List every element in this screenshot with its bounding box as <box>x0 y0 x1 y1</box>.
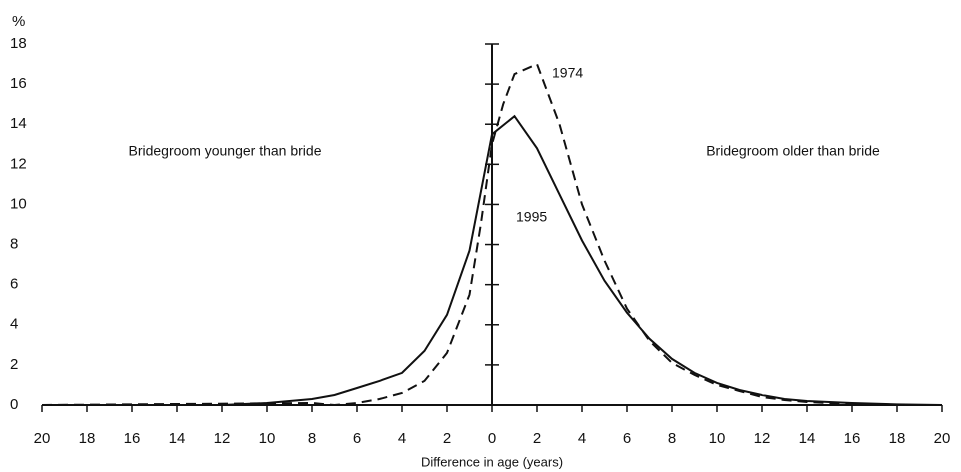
x-tick-label: 20 <box>34 430 51 447</box>
x-tick-label: 4 <box>398 430 406 447</box>
annotation: 1974 <box>552 65 583 81</box>
x-tick-label: 12 <box>754 430 771 447</box>
x-tick-label: 20 <box>934 430 951 447</box>
y-tick-label: 12 <box>10 155 27 172</box>
x-tick-label: 16 <box>124 430 141 447</box>
x-tick-label: 6 <box>623 430 631 447</box>
x-tick-label: 12 <box>214 430 231 447</box>
x-tick-label: 18 <box>889 430 906 447</box>
x-tick-label: 4 <box>578 430 586 447</box>
y-tick-label: 10 <box>10 195 27 212</box>
x-tick-label: 14 <box>799 430 816 447</box>
x-tick-label: 14 <box>169 430 186 447</box>
series-line <box>42 114 943 406</box>
x-tick-label: 6 <box>353 430 361 447</box>
x-axis-label: Difference in age (years) <box>421 454 563 469</box>
x-tick-label: 8 <box>668 430 676 447</box>
x-tick-label: 2 <box>443 430 451 447</box>
y-tick-label: 14 <box>10 115 27 132</box>
annotation: Bridegroom younger than bride <box>128 143 321 159</box>
y-tick-label: 4 <box>10 316 18 333</box>
y-tick-label: 0 <box>10 396 18 413</box>
y-tick-label: 6 <box>10 276 18 293</box>
series-line <box>41 62 942 407</box>
x-tick-label: 8 <box>308 430 316 447</box>
annotation: Bridegroom older than bride <box>706 143 880 159</box>
x-tick-label: 0 <box>488 430 496 447</box>
y-tick-label: 16 <box>10 75 27 92</box>
x-tick-label: 10 <box>259 430 276 447</box>
y-tick-label: 18 <box>10 35 27 52</box>
y-tick-label: 2 <box>10 356 18 373</box>
x-tick-label: 10 <box>709 430 726 447</box>
x-tick-label: 18 <box>79 430 96 447</box>
x-tick-label: 16 <box>844 430 861 447</box>
x-tick-label: 2 <box>533 430 541 447</box>
annotation: 1995 <box>516 209 547 225</box>
y-axis-label: % <box>12 13 25 30</box>
y-tick-label: 8 <box>10 236 18 253</box>
